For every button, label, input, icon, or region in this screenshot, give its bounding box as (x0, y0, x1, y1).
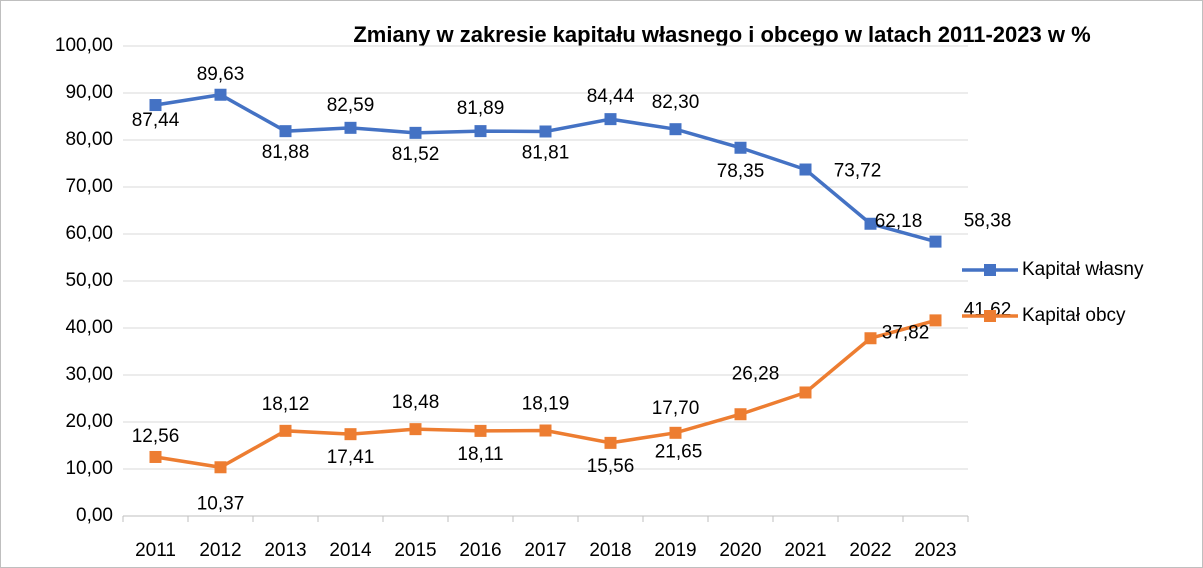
data-point (604, 113, 617, 126)
data-label: 15,56 (587, 456, 635, 477)
legend-label: Kapitał własny (1022, 259, 1144, 280)
data-point (279, 125, 292, 138)
data-label: 81,81 (522, 143, 570, 164)
x-tick-label: 2020 (719, 540, 761, 561)
data-point (279, 424, 292, 437)
data-point (474, 424, 487, 437)
data-label: 12,56 (132, 426, 180, 447)
data-point (344, 121, 357, 134)
data-label: 18,48 (392, 392, 440, 413)
data-label: 87,44 (132, 110, 180, 131)
data-point (864, 217, 877, 230)
x-tick-label: 2017 (524, 540, 566, 561)
data-label: 81,89 (457, 98, 505, 119)
x-tick-label: 2022 (849, 540, 891, 561)
x-tick-label: 2013 (264, 540, 306, 561)
data-point (474, 125, 487, 138)
y-tick-label: 70,00 (65, 176, 113, 197)
data-point (864, 332, 877, 345)
y-tick-label: 20,00 (65, 411, 113, 432)
data-label: 21,65 (655, 441, 703, 462)
data-point (539, 125, 552, 138)
y-tick-label: 100,00 (55, 35, 113, 56)
data-point (929, 314, 942, 327)
data-point (669, 123, 682, 136)
data-label: 84,44 (587, 86, 635, 107)
data-label: 18,11 (457, 444, 503, 465)
data-label: 82,59 (327, 95, 375, 116)
chart-title: Zmiany w zakresie kapitału własnego i ob… (353, 22, 1090, 47)
data-label: 18,19 (522, 394, 570, 415)
x-tick-label: 2011 (135, 540, 176, 561)
x-tick-label: 2012 (199, 540, 241, 561)
data-label: 17,41 (327, 447, 375, 468)
y-tick-label: 10,00 (65, 458, 113, 479)
data-point (734, 141, 747, 154)
y-tick-label: 60,00 (65, 223, 113, 244)
x-tick-label: 2014 (329, 540, 372, 561)
y-tick-label: 40,00 (65, 317, 113, 338)
data-label: 89,63 (197, 64, 245, 85)
y-tick-label: 50,00 (65, 270, 113, 291)
data-label: 81,52 (392, 144, 440, 165)
legend-label: Kapitał obcy (1022, 305, 1126, 326)
data-point (539, 424, 552, 437)
data-point (409, 126, 422, 139)
data-point (799, 386, 812, 399)
data-point (669, 426, 682, 439)
data-label: 62,18 (875, 211, 923, 232)
y-tick-label: 30,00 (65, 364, 113, 385)
data-point (214, 461, 227, 474)
legend-marker (984, 310, 996, 322)
y-tick-label: 0,00 (76, 505, 113, 526)
x-tick-label: 2015 (394, 540, 436, 561)
data-label: 58,38 (964, 211, 1012, 232)
x-tick-label: 2019 (654, 540, 696, 561)
data-label: 73,72 (834, 161, 882, 182)
data-point (929, 235, 942, 248)
data-label: 10,37 (197, 493, 245, 514)
data-label: 18,12 (262, 394, 310, 415)
data-label: 37,82 (882, 322, 930, 343)
data-point (214, 88, 227, 101)
data-point (604, 436, 617, 449)
x-tick-label: 2016 (459, 540, 501, 561)
data-label: 17,70 (652, 398, 700, 419)
x-tick-label: 2021 (784, 540, 826, 561)
x-tick-label: 2023 (914, 540, 956, 561)
data-label: 26,28 (732, 363, 780, 384)
data-point (149, 450, 162, 463)
data-point (149, 99, 162, 112)
data-label: 78,35 (717, 161, 765, 182)
data-label: 81,88 (262, 142, 310, 163)
x-tick-label: 2018 (589, 540, 631, 561)
y-tick-label: 80,00 (65, 129, 113, 150)
data-point (409, 423, 422, 436)
data-point (344, 428, 357, 441)
data-label: 82,30 (652, 92, 700, 113)
legend-marker (984, 264, 996, 276)
data-point (734, 408, 747, 421)
data-point (799, 163, 812, 176)
y-tick-label: 90,00 (65, 82, 113, 103)
